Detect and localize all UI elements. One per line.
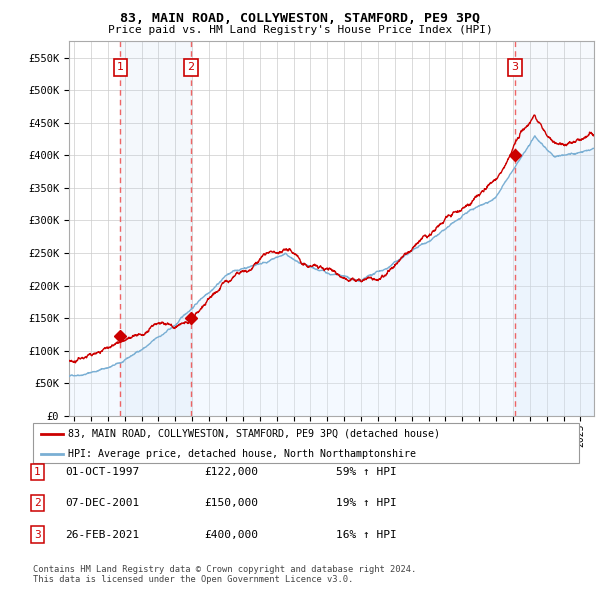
Text: 83, MAIN ROAD, COLLYWESTON, STAMFORD, PE9 3PQ (detached house): 83, MAIN ROAD, COLLYWESTON, STAMFORD, PE…: [68, 429, 440, 439]
Bar: [121, 41, 191, 416]
Text: 2: 2: [187, 63, 194, 73]
Text: 1: 1: [117, 63, 124, 73]
Text: 83, MAIN ROAD, COLLYWESTON, STAMFORD, PE9 3PQ: 83, MAIN ROAD, COLLYWESTON, STAMFORD, PE…: [120, 12, 480, 25]
Text: 26-FEB-2021: 26-FEB-2021: [65, 530, 139, 539]
Text: 3: 3: [511, 63, 518, 73]
Text: 3: 3: [34, 530, 41, 539]
Text: £150,000: £150,000: [204, 499, 258, 508]
Text: 07-DEC-2001: 07-DEC-2001: [65, 499, 139, 508]
Text: Contains HM Land Registry data © Crown copyright and database right 2024.
This d: Contains HM Land Registry data © Crown c…: [33, 565, 416, 584]
Text: 1: 1: [34, 467, 41, 477]
Text: Price paid vs. HM Land Registry's House Price Index (HPI): Price paid vs. HM Land Registry's House …: [107, 25, 493, 35]
Text: 19% ↑ HPI: 19% ↑ HPI: [336, 499, 397, 508]
Text: 01-OCT-1997: 01-OCT-1997: [65, 467, 139, 477]
Text: 2: 2: [34, 499, 41, 508]
Text: 16% ↑ HPI: 16% ↑ HPI: [336, 530, 397, 539]
FancyBboxPatch shape: [33, 423, 579, 463]
Text: £122,000: £122,000: [204, 467, 258, 477]
Bar: [515, 41, 594, 416]
Text: £400,000: £400,000: [204, 530, 258, 539]
Text: HPI: Average price, detached house, North Northamptonshire: HPI: Average price, detached house, Nort…: [68, 450, 416, 460]
Text: 59% ↑ HPI: 59% ↑ HPI: [336, 467, 397, 477]
